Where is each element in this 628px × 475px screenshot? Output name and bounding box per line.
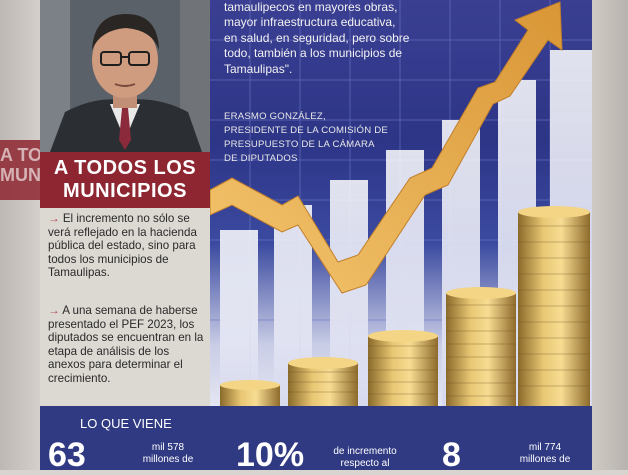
stat-2-caption: de incremento respecto al — [320, 446, 410, 470]
heading-line-1: A TODOS LOS — [53, 157, 197, 179]
quote-line: mayor infraestructura educativa, — [224, 15, 396, 30]
coin-stacks — [220, 206, 590, 406]
bullet-text: El incremento no sólo se verá reflejado … — [48, 212, 197, 280]
stat-2-line-1: de incremento — [333, 446, 397, 457]
stats-label: LO QUE VIENE — [80, 416, 172, 431]
arrow-icon: → — [48, 304, 60, 317]
author-line: DE DIPUTADOS — [224, 153, 298, 164]
stat-1-line-1: mil 578 — [151, 442, 185, 453]
quote-line: Tamaulipas". — [224, 61, 293, 76]
left-edge-strip: A TODOS MUNICI — [0, 0, 81, 470]
left-edge-red-block — [0, 140, 40, 200]
bullet-text: A una semana de haberse presentado el PE… — [48, 304, 204, 385]
quote-line: tamaulipecos en mayores obras, — [224, 0, 398, 14]
bullet-item: → El incremento no sólo se verá reflejad… — [48, 212, 208, 280]
stat-3-line-2: millones de — [519, 454, 571, 465]
quote-attribution: ERASMO GONZÁLEZ, PRESIDENTE DE LA COMISI… — [224, 110, 409, 166]
section-heading: A TODOS LOS MUNICIPIOS — [40, 152, 210, 208]
author-line: ERASMO GONZÁLEZ, — [224, 111, 326, 122]
quote-line: en salud, en seguridad, pero sobre — [224, 30, 410, 45]
stat-1-line-2: millones de — [142, 454, 194, 465]
growth-illustration — [210, 0, 592, 406]
growth-graphic — [210, 0, 592, 406]
author-line: PRESIDENTE DE LA COMISIÓN DE — [224, 125, 388, 136]
stat-3-value: 8 — [442, 436, 461, 474]
growth-arrow-icon — [210, 1, 563, 294]
right-edge-strip — [592, 0, 628, 470]
stat-3-line-1: mil 774 — [528, 442, 562, 453]
stat-2-line-2: respecto al — [340, 458, 390, 469]
stat-3-caption: mil 774 millones de — [510, 442, 580, 466]
stats-bar: LO QUE VIENE 63 mil 578 millones de 10% … — [40, 406, 592, 474]
quote-text: tamaulipecos en mayores obras, mayor inf… — [224, 0, 444, 77]
stat-1-value: 63 — [48, 436, 86, 474]
bullet-item: → A una semana de haberse presentado el … — [48, 304, 208, 386]
quote-line: todo, también a los municipios de — [224, 46, 403, 61]
left-column: → El incremento no sólo se verá reflejad… — [40, 208, 210, 406]
portrait-photo — [40, 0, 210, 152]
author-line: PRESUPUESTO DE LA CÁMARA — [224, 139, 375, 150]
portrait-illustration — [40, 0, 210, 152]
arrow-icon: → — [48, 212, 60, 225]
stat-1-caption: mil 578 millones de — [128, 442, 208, 466]
heading-line-2: MUNICIPIOS — [63, 180, 187, 202]
stat-2-value: 10% — [236, 436, 305, 474]
